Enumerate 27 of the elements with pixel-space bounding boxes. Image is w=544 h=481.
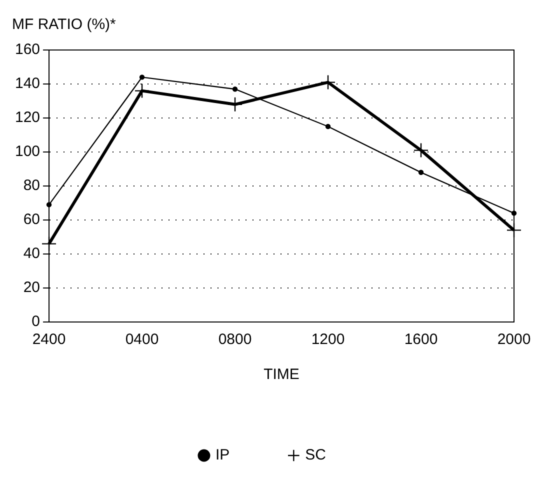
point [418, 170, 424, 175]
x-tick-label: 1600 [404, 331, 438, 348]
y-tick-label: 160 [14, 41, 40, 58]
x-tick-label: 1200 [311, 331, 345, 348]
point [325, 124, 331, 130]
y-tick-label: 0 [32, 313, 40, 330]
point [320, 74, 336, 90]
y-tick-label: 100 [14, 143, 40, 160]
point [413, 142, 429, 158]
legend-label: SC [305, 446, 326, 464]
point [139, 74, 145, 80]
y-axis-title: MF RATIO (%)* [12, 16, 116, 34]
x-tick-label: 0800 [218, 331, 252, 348]
y-tick-label: 40 [23, 245, 40, 262]
x-tick-label: 2000 [497, 331, 531, 348]
y-tick-label: 80 [23, 177, 40, 194]
y-tick-label: 140 [14, 75, 40, 92]
y-tick-label: 60 [23, 211, 40, 228]
point [134, 83, 150, 98]
y-tick-label: 20 [23, 279, 40, 296]
x-axis-title: TIME [264, 366, 300, 384]
legend-label: IP [215, 446, 230, 464]
x-tick-label: 0400 [125, 331, 159, 348]
point [227, 96, 243, 112]
x-tick-label: 2400 [32, 331, 66, 348]
y-tick-label: 120 [14, 109, 40, 126]
point [232, 86, 238, 92]
